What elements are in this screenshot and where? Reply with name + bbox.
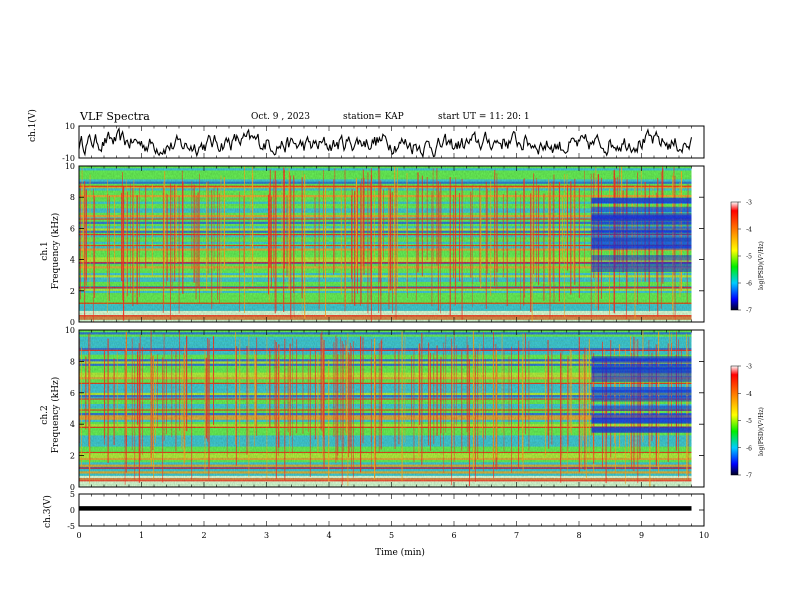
y-tick-label: 6 (70, 224, 75, 233)
x-tick-label: 1 (139, 531, 144, 540)
y-tick-label: 4 (70, 256, 75, 265)
colorbar (730, 365, 739, 476)
ch1-spectrogram-ylabel: ch.1 Frequency (kHz) (40, 212, 61, 290)
colorbar-tick-label: -7 (746, 308, 752, 315)
ch1-colorbar-label: log(PSD)(V²/Hz) (758, 241, 765, 290)
x-tick-label: 7 (514, 531, 519, 540)
y-tick-label: 6 (70, 389, 75, 398)
x-tick-label: 9 (639, 531, 644, 540)
y-tick-label: 10 (65, 162, 75, 171)
colorbar-tick-label: -5 (746, 418, 752, 425)
x-tick-label: 6 (451, 531, 456, 540)
colorbar-tick-label: -4 (746, 391, 752, 398)
ch3-waveform-band (79, 506, 692, 511)
ch3-waveform (79, 506, 692, 511)
colorbar-tick-label: -5 (746, 254, 752, 261)
y-tick-label: 10 (65, 122, 75, 131)
x-tick-label: 4 (326, 531, 331, 540)
ch2-colorbar-label: log(PSD)(V²/Hz) (758, 407, 765, 456)
colorbar (730, 201, 739, 311)
colorbar-tick-label: -7 (746, 473, 752, 480)
colorbar-tick-label: -6 (746, 445, 752, 452)
colorbar-tick-label: -4 (746, 227, 752, 234)
ch1-waveform (78, 126, 693, 159)
x-tick-label: 2 (201, 531, 206, 540)
x-tick-label: 10 (699, 531, 709, 540)
spectrogram-texture (79, 330, 692, 487)
y-tick-label: 8 (70, 193, 75, 202)
ch2-spectrogram (79, 330, 692, 487)
y-tick-label: 0 (70, 318, 75, 327)
station-label: station= KAP (343, 112, 404, 122)
ch3-waveform-ylabel: ch.3(V) (43, 495, 53, 528)
y-tick-label: -10 (62, 154, 75, 163)
y-tick-label: -5 (67, 522, 75, 531)
y-tick-label: 2 (70, 287, 75, 296)
y-tick-label: 10 (65, 326, 75, 335)
figure-title: VLF Spectra (80, 110, 150, 123)
ch1-waveform-ylabel: ch.1(V) (28, 109, 38, 142)
y-tick-label: 0 (70, 483, 75, 492)
ch1-spectrogram (78, 166, 692, 322)
colorbar-tick-label: -6 (746, 281, 752, 288)
y-tick-label: 0 (70, 506, 75, 515)
colorbar-tick-label: -3 (746, 364, 752, 371)
start-time-label: start UT = 11: 20: 1 (438, 112, 530, 122)
x-tick-label: 5 (389, 531, 394, 540)
x-tick-label: 0 (76, 531, 81, 540)
ch1-waveform-line (78, 126, 693, 159)
y-tick-label: 8 (70, 357, 75, 366)
y-tick-label: 4 (70, 420, 75, 429)
x-axis-label: Time (min) (375, 548, 425, 558)
ch2-spectrogram-ylabel: ch.2 Frequency (kHz) (40, 376, 61, 454)
date-label: Oct. 9 , 2023 (251, 112, 310, 122)
y-tick-label: 5 (70, 490, 75, 499)
colorbar-tick-label: -3 (746, 200, 752, 207)
y-tick-label: 2 (70, 452, 75, 461)
spectrogram-texture (79, 166, 692, 322)
x-tick-label: 8 (576, 531, 581, 540)
x-tick-label: 3 (264, 531, 269, 540)
